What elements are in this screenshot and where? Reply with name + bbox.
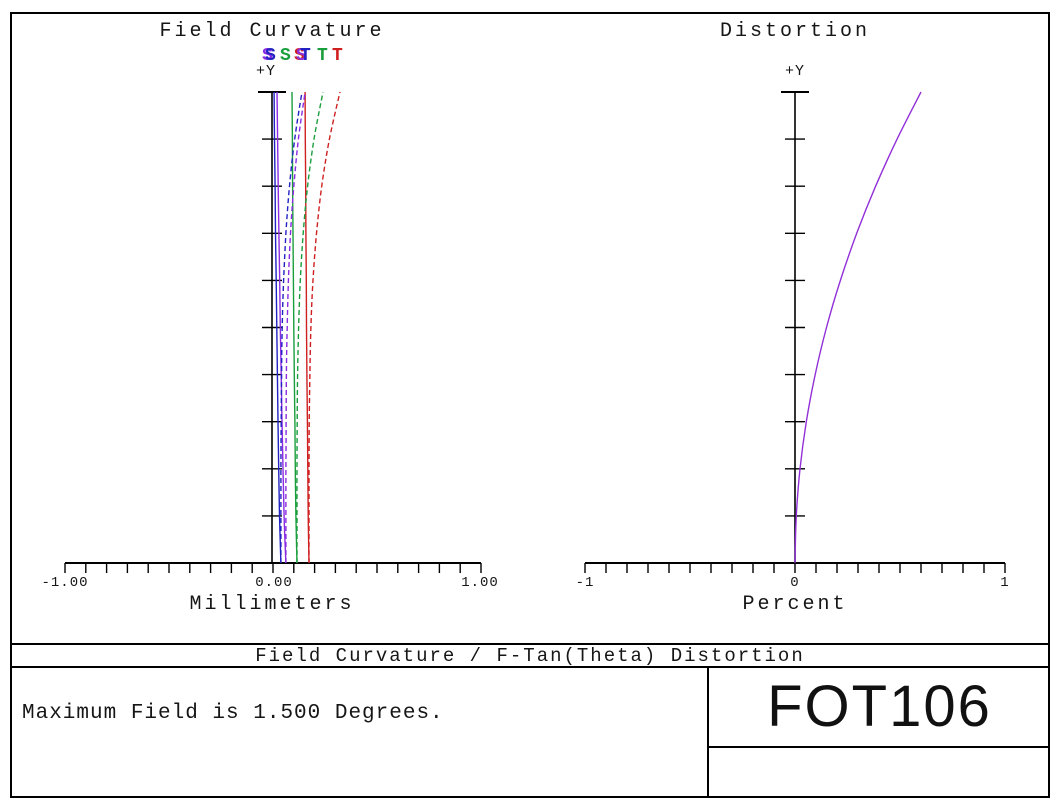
field-curvature-title: Field Curvature	[159, 20, 385, 43]
legend-letter: S	[296, 46, 307, 66]
fc-y-axis-label: +Y	[255, 63, 276, 80]
dist-xlabel: Percent	[742, 593, 848, 616]
legend-letter: S	[280, 46, 291, 66]
legend-letter: S	[265, 46, 276, 66]
distortion-title: Distortion	[719, 20, 871, 43]
dist-tick-neg1: -1	[575, 575, 595, 591]
curve-distortion	[794, 91, 922, 564]
legend-letter: T	[332, 46, 343, 66]
fc-xlabel: Millimeters	[189, 593, 355, 616]
divider-right-cell	[707, 746, 1050, 748]
dist-y-axis-label: +Y	[784, 63, 805, 80]
curve-T2	[285, 91, 306, 563]
footer-title: Field Curvature / F-Tan(Theta) Distortio…	[255, 645, 805, 667]
curve-S3	[291, 91, 298, 564]
fc-tick-zero: 0.00	[255, 575, 293, 591]
curve-S1	[273, 91, 282, 564]
lens-code: FOT106	[767, 673, 992, 739]
divider-top	[10, 643, 1050, 645]
divider-vertical	[707, 666, 709, 798]
dist-tick-zero: 0	[790, 575, 800, 591]
fc-tick-pos1: 1.00	[461, 575, 499, 591]
legend-letter: T	[317, 46, 328, 66]
fc-tick-neg1: -1.00	[41, 575, 89, 591]
legend-letter: S	[294, 46, 305, 66]
outer-border	[10, 12, 1050, 798]
curve-T1	[280, 91, 303, 564]
legend-letter: S	[262, 46, 273, 66]
legend-letter: T	[300, 46, 311, 66]
dist-tick-pos1: 1	[1000, 575, 1010, 591]
curve-S2	[276, 91, 287, 564]
curve-T3	[296, 91, 324, 563]
max-field-note: Maximum Field is 1.500 Degrees.	[22, 702, 444, 725]
curve-S4	[304, 91, 310, 564]
divider-mid	[10, 666, 1050, 668]
curve-T4	[308, 91, 341, 563]
